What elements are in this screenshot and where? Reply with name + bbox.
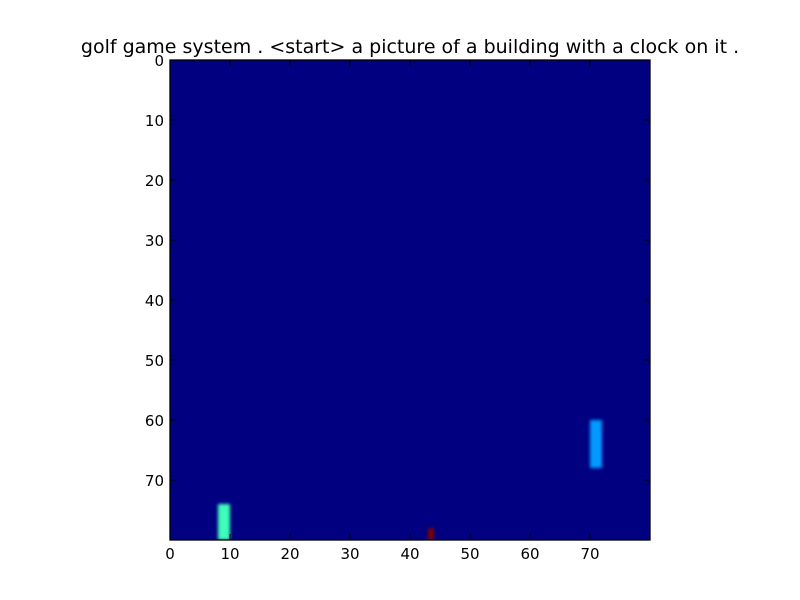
x-tick-label: 40 <box>400 545 419 563</box>
y-tick-label: 70 <box>145 472 164 490</box>
heatmap-blob-3 <box>428 528 434 540</box>
x-tick-label: 30 <box>340 545 359 563</box>
y-tick-label: 0 <box>154 52 164 70</box>
y-tick-label: 20 <box>145 172 164 190</box>
y-tick-label: 40 <box>145 292 164 310</box>
x-tick-label: 10 <box>220 545 239 563</box>
heatmap-blob-1 <box>218 504 230 540</box>
y-tick-label: 30 <box>145 232 164 250</box>
x-axis: 0 10 20 30 40 50 60 70 <box>165 60 600 563</box>
x-tick-label: 50 <box>460 545 479 563</box>
y-axis: 0 10 20 30 40 50 60 70 <box>145 52 650 490</box>
heatmap-background <box>170 60 650 540</box>
x-tick-label: 60 <box>520 545 539 563</box>
x-tick-label: 0 <box>165 545 175 563</box>
heatmap-blob-2 <box>590 420 602 468</box>
y-tick-label: 50 <box>145 352 164 370</box>
y-tick-label: 60 <box>145 412 164 430</box>
y-tick-label: 10 <box>145 112 164 130</box>
x-tick-label: 20 <box>280 545 299 563</box>
heatmap-blobs <box>218 420 602 540</box>
chart-title: golf game system . <start> a picture of … <box>81 36 739 58</box>
x-tick-label: 70 <box>580 545 599 563</box>
